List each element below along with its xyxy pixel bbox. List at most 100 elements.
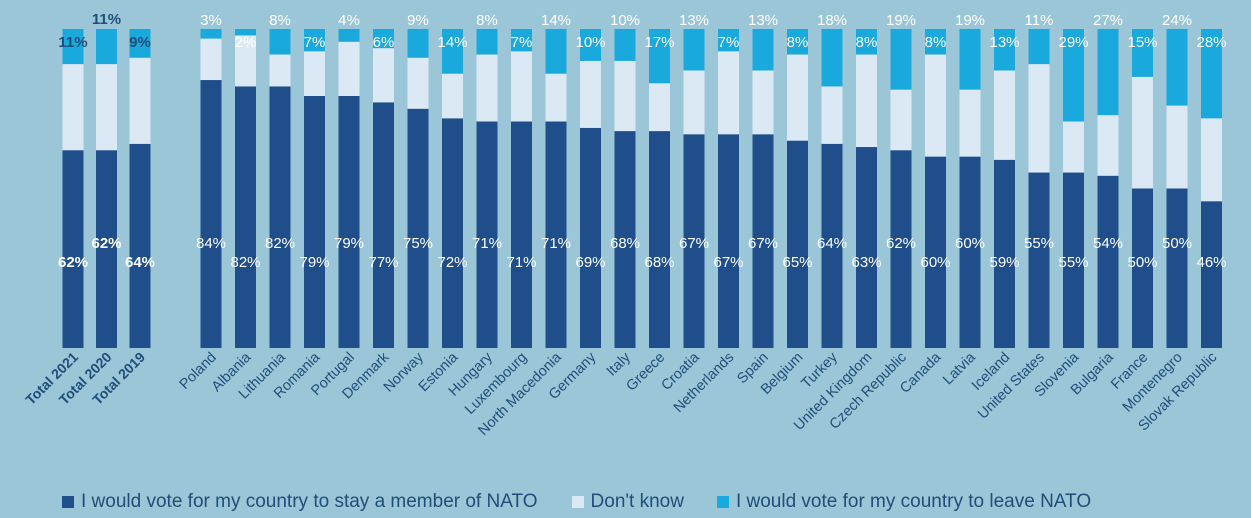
bar-leave: [62, 29, 84, 65]
bar-dont-know: [580, 60, 601, 128]
data-label-leave: 15%: [1127, 34, 1157, 51]
bar-leave: [718, 29, 739, 52]
bar-leave: [752, 29, 774, 71]
bar-leave: [580, 29, 601, 61]
data-label-leave: 9%: [129, 34, 151, 51]
bar-leave: [269, 29, 291, 55]
data-label-leave: 19%: [886, 12, 916, 29]
data-label-stay: 71%: [506, 254, 536, 271]
bar-leave: [1097, 29, 1119, 116]
bar-dont-know: [62, 64, 84, 151]
bar-leave: [856, 29, 877, 55]
data-label-stay: 63%: [851, 254, 881, 271]
bar-dont-know: [1028, 64, 1050, 173]
bar-stay: [62, 150, 84, 348]
bar-dont-know: [925, 54, 946, 157]
legend: I would vote for my country to stay a me…: [62, 491, 1091, 513]
data-label-stay: 79%: [299, 254, 329, 271]
bar-stay: [787, 140, 808, 348]
bar-leave: [235, 29, 256, 36]
bar-stay: [96, 150, 117, 348]
data-label-leave: 8%: [476, 12, 498, 29]
data-label-stay: 68%: [610, 235, 640, 252]
data-label-stay: 60%: [920, 254, 950, 271]
legend-item-leave: I would vote for my country to leave NAT…: [716, 491, 1092, 513]
data-label-leave: 13%: [989, 34, 1019, 51]
bar-stay: [1097, 175, 1119, 348]
bar-stay: [269, 86, 291, 349]
data-label-stay: 72%: [437, 254, 467, 271]
bar-leave: [925, 29, 946, 55]
data-label-stay: 84%: [196, 235, 226, 252]
bar-leave: [1201, 29, 1222, 119]
data-label-stay: 67%: [748, 235, 778, 252]
bar-stay: [718, 134, 739, 348]
bar-leave: [96, 29, 117, 65]
data-label-leave: 7%: [511, 34, 533, 51]
data-label-leave: 10%: [575, 34, 605, 51]
bar-stay: [235, 86, 256, 349]
bar-leave: [787, 29, 808, 55]
legend-label-dont-know: Don't know: [590, 491, 684, 512]
data-label-stay: 60%: [955, 235, 985, 252]
bar-dont-know: [752, 70, 774, 135]
data-label-leave: 11%: [58, 34, 87, 51]
data-label-leave: 7%: [304, 34, 326, 51]
category-label: Greece: [623, 350, 668, 395]
bar-dont-know: [959, 89, 981, 157]
bar-leave: [304, 29, 325, 52]
bar-dont-know: [683, 70, 705, 135]
bar-stay: [614, 131, 636, 348]
bar-dont-know: [545, 73, 567, 122]
data-label-leave: 4%: [338, 12, 360, 29]
data-label-stay: 55%: [1024, 235, 1054, 252]
data-label-leave: 10%: [610, 12, 640, 29]
bar-leave: [129, 29, 151, 58]
bar-stay: [442, 118, 463, 348]
bar-dont-know: [235, 35, 256, 87]
bar-leave: [1063, 29, 1084, 122]
bar-leave: [1166, 29, 1188, 106]
bar-leave: [683, 29, 705, 71]
data-label-leave: 11%: [1025, 12, 1054, 29]
bar-dont-know: [718, 51, 739, 135]
legend-item-stay: I would vote for my country to stay a me…: [62, 491, 538, 513]
bar-leave: [959, 29, 981, 90]
bar-leave: [442, 29, 463, 74]
data-label-leave: 2%: [235, 34, 257, 51]
data-label-leave: 14%: [541, 12, 571, 29]
legend-label-leave: I would vote for my country to leave NAT…: [735, 491, 1092, 512]
bar-dont-know: [511, 51, 532, 122]
bar-dont-know: [96, 64, 117, 151]
data-label-leave: 7%: [718, 34, 740, 51]
data-label-leave: 29%: [1058, 34, 1088, 51]
bar-stay: [511, 121, 532, 348]
category-label: Italy: [604, 349, 635, 380]
bar-stay: [373, 102, 394, 349]
legend-label-stay: I would vote for my country to stay a me…: [81, 491, 538, 512]
data-label-leave: 24%: [1162, 12, 1192, 29]
bar-leave: [1028, 29, 1050, 65]
data-label-leave: 8%: [856, 34, 878, 51]
bar-stay: [649, 131, 670, 348]
legend-swatch-leave: [716, 496, 729, 508]
bar-dont-know: [476, 54, 498, 122]
bar-stay: [1132, 188, 1153, 348]
data-label-stay: 79%: [334, 235, 364, 252]
data-label-leave: 28%: [1196, 34, 1226, 51]
bar-stay: [407, 108, 429, 348]
data-label-leave: 8%: [269, 12, 291, 29]
bar-leave: [614, 29, 636, 61]
bar-dont-know: [821, 86, 843, 144]
bar-leave: [200, 29, 222, 39]
bar-stay: [1166, 188, 1188, 348]
bar-dont-know: [994, 70, 1015, 160]
bar-stay: [129, 143, 151, 348]
bar-dont-know: [890, 89, 912, 151]
bar-dont-know: [1063, 121, 1084, 173]
data-label-stay: 82%: [265, 235, 295, 252]
bar-leave: [338, 29, 360, 42]
bar-stay: [545, 121, 567, 348]
data-label-leave: 8%: [787, 34, 809, 51]
data-label-stay: 64%: [125, 254, 155, 271]
